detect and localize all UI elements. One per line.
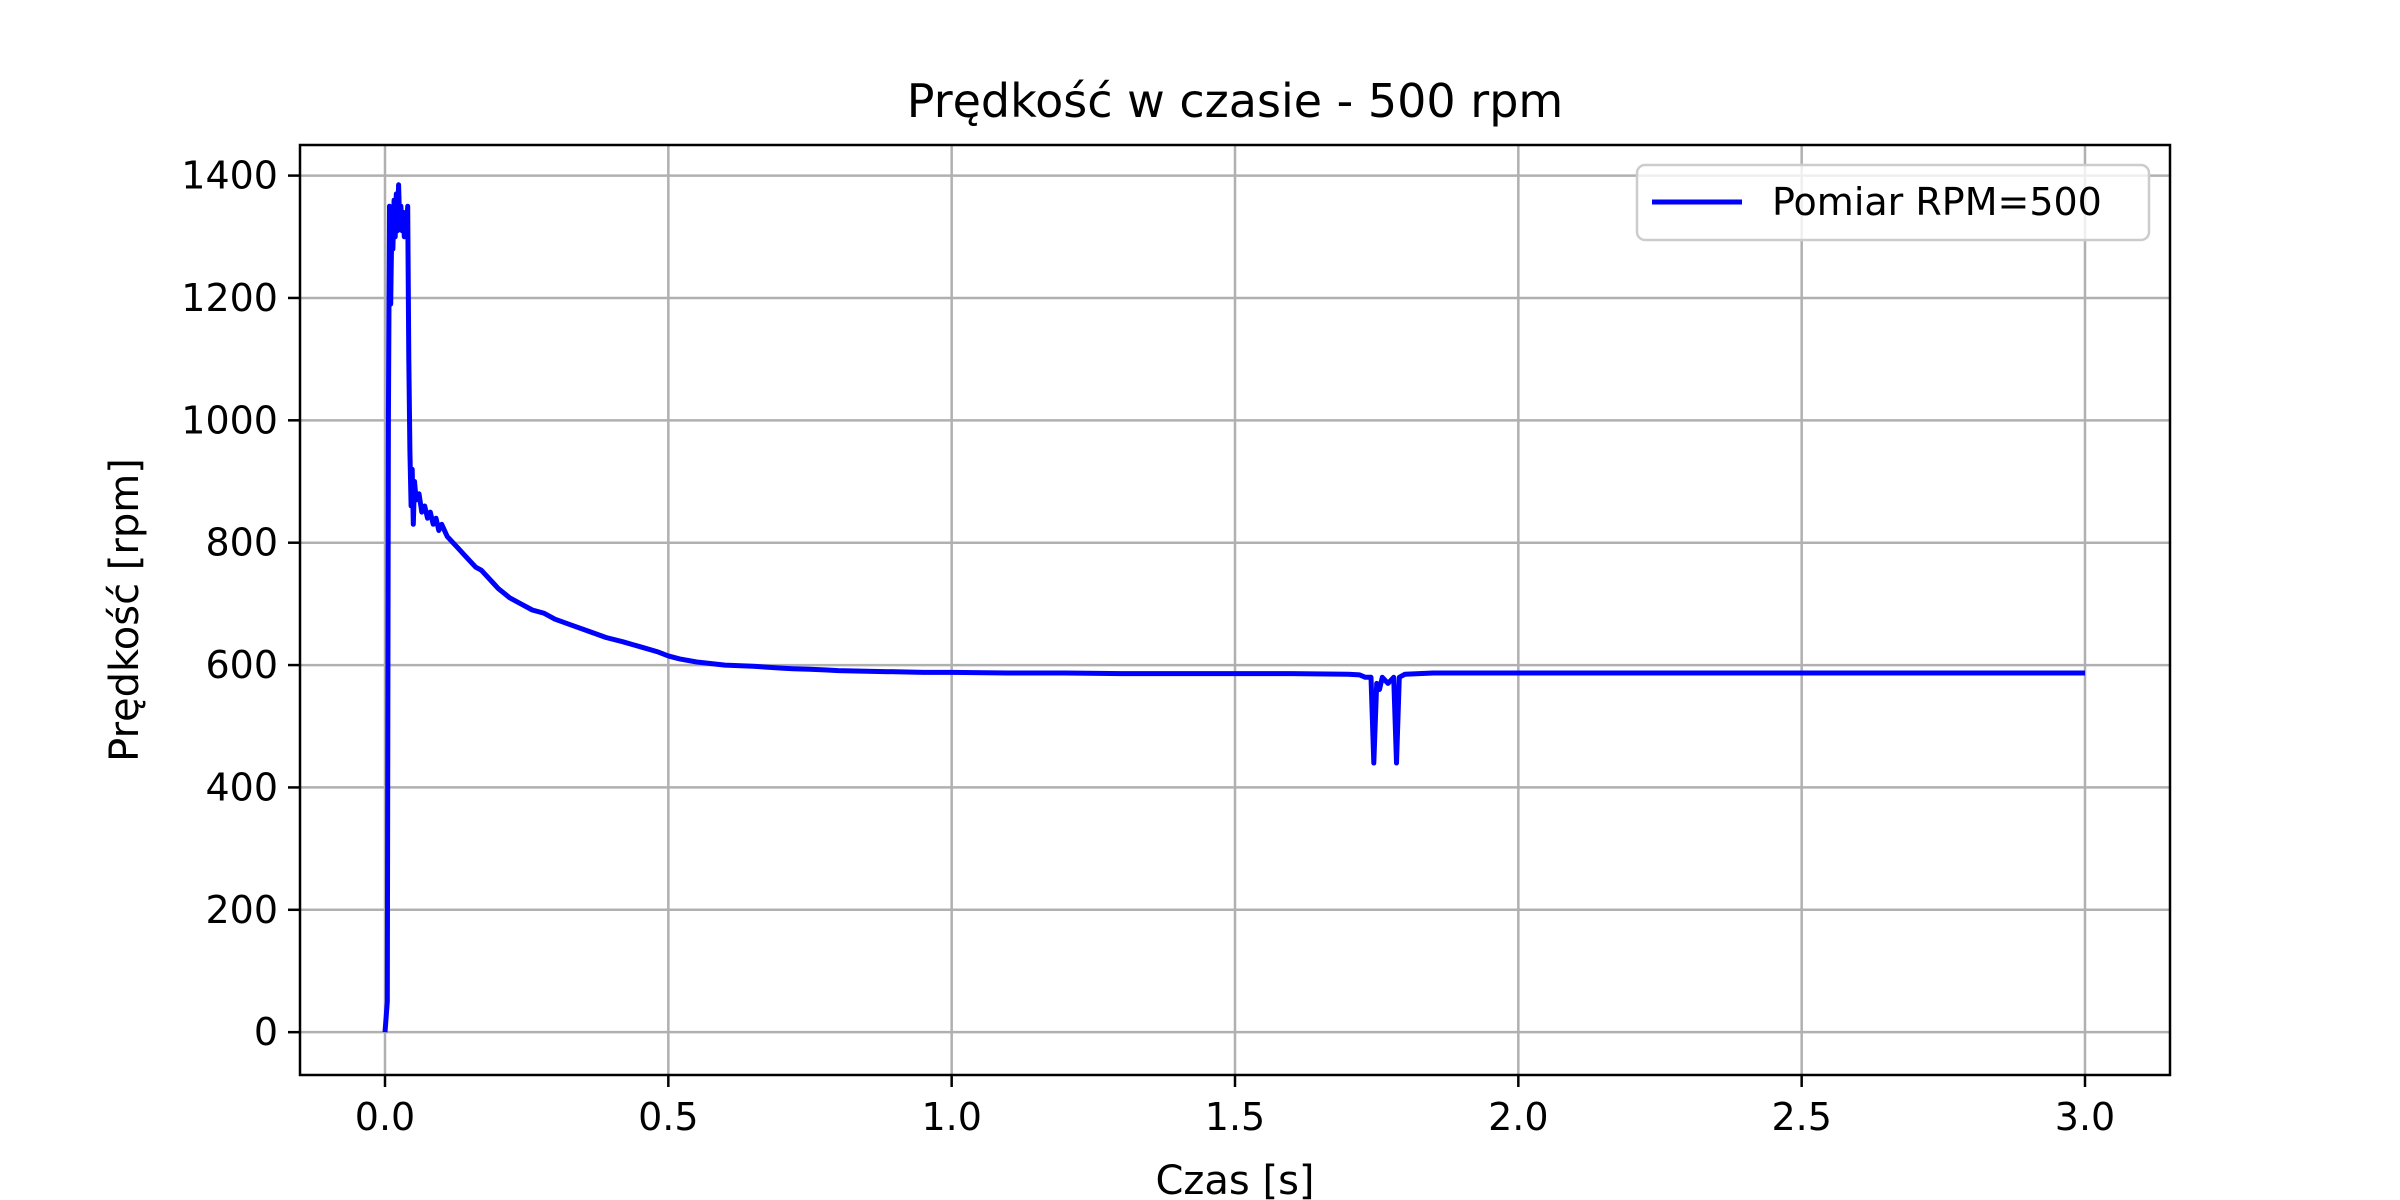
y-tick-label: 1400 [181,154,278,198]
x-tick-label: 1.5 [1205,1095,1265,1139]
y-tick-label: 0 [254,1010,278,1054]
y-tick-label: 600 [205,643,278,687]
x-tick-label: 1.0 [921,1095,981,1139]
x-tick-label: 2.0 [1488,1095,1548,1139]
y-tick-label: 1000 [181,398,278,442]
x-tick-label: 3.0 [2055,1095,2115,1139]
y-tick-label: 200 [205,888,278,932]
chart-title: Prędkość w czasie - 500 rpm [907,74,1563,128]
y-tick-label: 800 [205,521,278,565]
x-tick-label: 2.5 [1771,1095,1831,1139]
x-axis-label: Czas [s] [1155,1158,1314,1200]
y-tick-label: 400 [205,765,278,809]
y-axis-label: Prędkość [rpm] [102,458,148,762]
legend: Pomiar RPM=500 [1637,165,2149,240]
x-tick-label: 0.5 [638,1095,698,1139]
y-tick-label: 1200 [181,276,278,320]
x-tick-label: 0.0 [355,1095,415,1139]
legend-label: Pomiar RPM=500 [1772,180,2102,224]
